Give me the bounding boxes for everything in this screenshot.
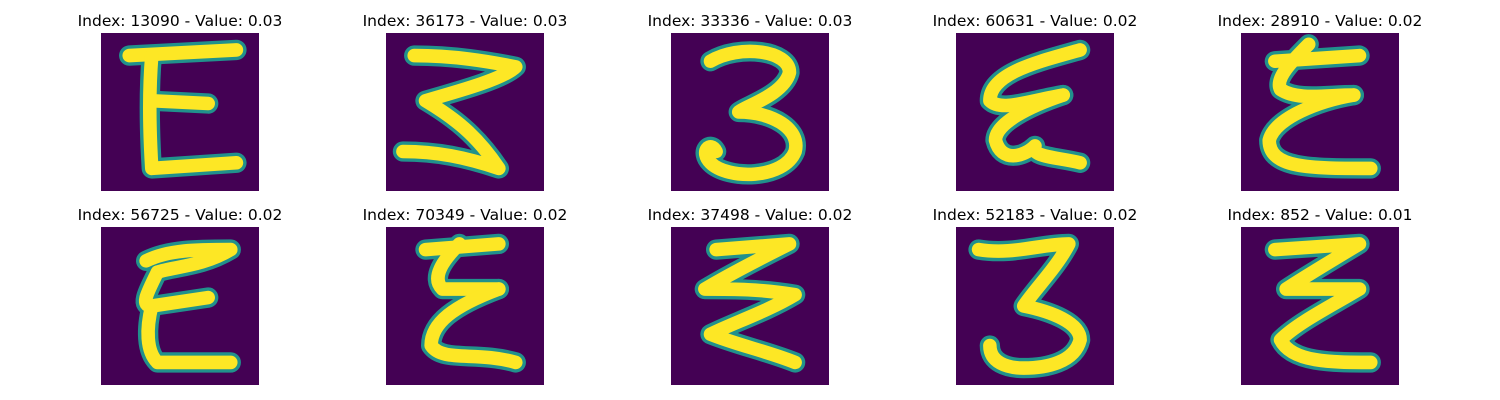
digit-panel: Index: 60631 - Value: 0.02 xyxy=(915,12,1155,202)
digit-panel: Index: 852 - Value: 0.01 xyxy=(1200,206,1440,396)
panel-title: Index: 37498 - Value: 0.02 xyxy=(647,206,853,224)
digit-image xyxy=(1241,33,1399,191)
digit-panel: Index: 33336 - Value: 0.03 xyxy=(630,12,870,202)
digit-panel: Index: 36173 - Value: 0.03 xyxy=(345,12,585,202)
glyph-stroke xyxy=(698,237,802,370)
glyph-e-zigzag-icon xyxy=(415,233,526,373)
glyph-stroke xyxy=(431,237,506,296)
panel-title: Index: 70349 - Value: 0.02 xyxy=(362,206,568,224)
glyph-stroke xyxy=(971,237,1087,375)
glyph-stroke xyxy=(396,48,523,176)
glyph-stroke xyxy=(699,44,803,182)
glyph-stroke xyxy=(139,242,238,279)
glyph-zigzag-icon xyxy=(694,233,806,373)
panel-title: Index: 852 - Value: 0.01 xyxy=(1227,206,1413,224)
digit-image xyxy=(101,33,259,191)
panel-title: Index: 60631 - Value: 0.02 xyxy=(932,12,1138,30)
glyph-strokes xyxy=(968,233,1091,379)
glyph-e-slanted-icon xyxy=(979,39,1091,173)
panel-title: Index: 28910 - Value: 0.02 xyxy=(1217,12,1423,30)
glyph-strokes xyxy=(1264,233,1381,373)
glyph-strokes xyxy=(392,45,526,179)
glyph-strokes xyxy=(119,39,247,179)
glyph-strokes xyxy=(694,233,806,373)
glyph-e-bold-icon xyxy=(135,239,241,373)
glyph-stroke xyxy=(1268,237,1378,370)
glyph-strokes xyxy=(695,41,806,185)
glyph-3-mirror-zigzag-icon xyxy=(392,45,526,179)
glyph-strokes xyxy=(1259,34,1381,179)
digit-panel: Index: 70349 - Value: 0.02 xyxy=(345,206,585,396)
digit-panel: Index: 13090 - Value: 0.03 xyxy=(60,12,300,202)
digit-image xyxy=(386,33,544,191)
digit-image xyxy=(956,227,1114,385)
glyph-stroke xyxy=(142,48,244,176)
digit-image xyxy=(671,33,829,191)
digit-image xyxy=(671,227,829,385)
digit-panel: Index: 52183 - Value: 0.02 xyxy=(915,206,1155,396)
digit-panel: Index: 56725 - Value: 0.02 xyxy=(60,206,300,396)
glyph-z-double-icon xyxy=(1264,233,1381,373)
glyph-stroke xyxy=(1262,88,1378,176)
digit-image xyxy=(1241,227,1399,385)
glyph-stroke xyxy=(145,93,215,111)
glyph-stroke xyxy=(988,88,1087,170)
glyph-e-upright-icon xyxy=(119,39,247,179)
glyph-strokes xyxy=(135,239,241,373)
panel-title: Index: 52183 - Value: 0.02 xyxy=(932,206,1138,224)
panel-title: Index: 56725 - Value: 0.02 xyxy=(77,206,283,224)
digit-image xyxy=(956,33,1114,191)
digit-image xyxy=(101,227,259,385)
glyph-strokes xyxy=(979,39,1091,173)
glyph-3-icon xyxy=(695,41,806,185)
digit-image xyxy=(386,227,544,385)
panel-title: Index: 36173 - Value: 0.03 xyxy=(362,12,568,30)
glyph-stroke xyxy=(141,299,238,370)
digit-panel: Index: 28910 - Value: 0.02 xyxy=(1200,12,1440,202)
panel-title: Index: 13090 - Value: 0.03 xyxy=(77,12,283,30)
panel-title: Index: 33336 - Value: 0.03 xyxy=(647,12,853,30)
glyph-stroke xyxy=(424,282,523,370)
digit-panel: Index: 37498 - Value: 0.02 xyxy=(630,206,870,396)
glyph-e-cursive-icon xyxy=(1259,34,1381,179)
glyph-strokes xyxy=(415,233,526,373)
glyph-3-tall-icon xyxy=(968,233,1091,379)
